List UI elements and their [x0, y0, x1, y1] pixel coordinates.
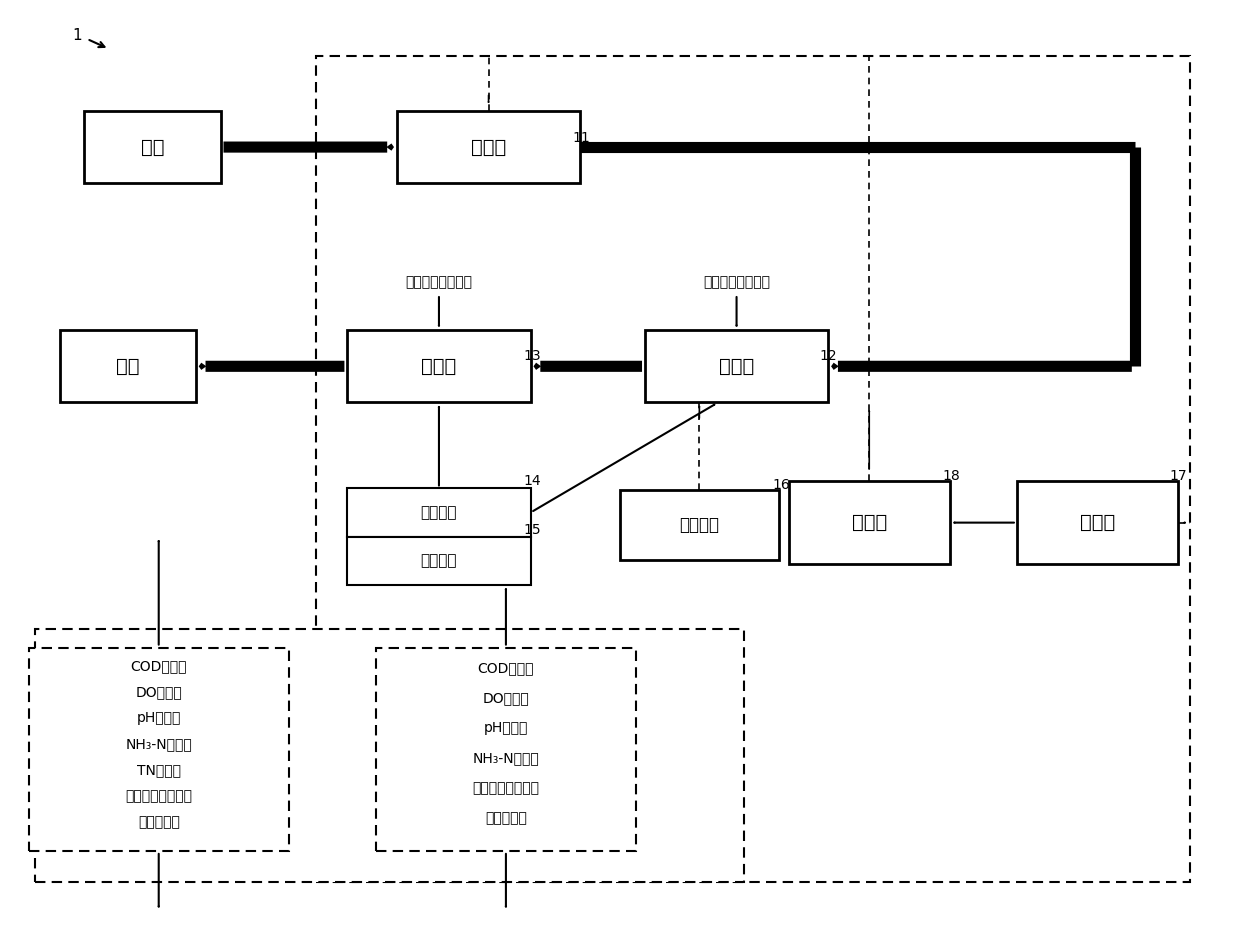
Bar [376, 648, 636, 851]
Text: 1: 1 [72, 28, 82, 43]
Text: 11: 11 [573, 131, 590, 145]
Text: 涡街流量计: 涡街流量计 [138, 815, 180, 830]
Bar [29, 648, 289, 851]
Bar [316, 56, 1190, 882]
Bar [789, 481, 950, 564]
Bar [347, 330, 531, 402]
Text: DO传感器: DO传感器 [135, 684, 182, 699]
Bar [645, 330, 828, 402]
Text: DO传感器: DO传感器 [482, 691, 529, 706]
Text: 加药设备: 加药设备 [680, 516, 719, 534]
Bar [620, 490, 779, 560]
Text: 控制器: 控制器 [852, 513, 887, 532]
Bar [84, 111, 221, 183]
Bar [347, 536, 531, 585]
Bar [35, 629, 744, 882]
Text: NH₃-N传感器: NH₃-N传感器 [472, 751, 539, 765]
Text: 一体多参数传感器: 一体多参数传感器 [125, 789, 192, 803]
Text: 17: 17 [1169, 469, 1187, 483]
Text: 16: 16 [773, 478, 790, 492]
Text: 12: 12 [820, 349, 837, 363]
Text: 第一类生物酶制品: 第一类生物酶制品 [703, 275, 770, 290]
Text: COD传感器: COD传感器 [477, 661, 534, 675]
Text: 换气设备: 换气设备 [420, 553, 458, 568]
Text: 15: 15 [523, 523, 541, 536]
Text: 缺氧池: 缺氧池 [422, 357, 456, 376]
Text: 好氧池: 好氧池 [719, 357, 754, 376]
Text: 13: 13 [523, 349, 541, 363]
Text: TN传感器: TN传感器 [136, 763, 181, 777]
Text: NH₃-N传感器: NH₃-N传感器 [125, 737, 192, 751]
Bar [397, 111, 580, 183]
Text: 处理器: 处理器 [1080, 513, 1115, 532]
Text: 第二类生物酶制品: 第二类生物酶制品 [405, 275, 472, 290]
Text: 14: 14 [523, 475, 541, 488]
Bar [60, 330, 196, 402]
Text: 进水: 进水 [141, 138, 164, 156]
Text: 18: 18 [942, 469, 960, 483]
Text: 出水: 出水 [117, 357, 139, 376]
Text: COD传感器: COD传感器 [130, 659, 187, 672]
Text: 一体多参数传感器: 一体多参数传感器 [472, 781, 539, 796]
Text: 加热设备: 加热设备 [420, 505, 458, 520]
Text: 涡街流量计: 涡街流量计 [485, 811, 527, 825]
Bar [347, 488, 531, 536]
Text: 调节池: 调节池 [471, 138, 506, 156]
Text: pH传感器: pH传感器 [136, 711, 181, 725]
Bar [1017, 481, 1178, 564]
Text: pH传感器: pH传感器 [484, 722, 528, 735]
